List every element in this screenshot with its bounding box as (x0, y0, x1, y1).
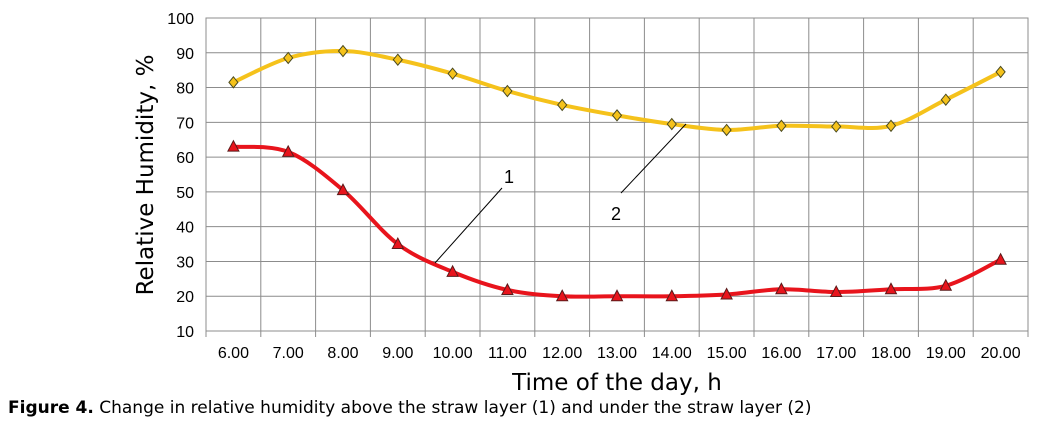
figure-caption: Figure 4. Change in relative humidity ab… (8, 398, 812, 418)
series-2-point (611, 109, 623, 122)
x-tick-label: 7.00 (273, 345, 304, 362)
y-tick-label: 60 (176, 150, 194, 167)
y-tick-label: 70 (176, 115, 194, 132)
series-1-point (446, 264, 459, 277)
x-tick-label: 18.00 (871, 345, 911, 362)
x-tick-label: 14.00 (652, 345, 692, 362)
callout-label-2: 2 (611, 204, 621, 224)
x-tick-label: 10.00 (433, 345, 473, 362)
y-axis-ticks: 10 20 30 40 50 60 70 80 90 100 (167, 11, 194, 341)
series-1-point (884, 282, 898, 295)
series-2-point (666, 117, 677, 131)
callout-leader-2 (620, 123, 687, 194)
y-tick-label: 40 (176, 220, 194, 237)
series-1-point (829, 284, 843, 298)
x-tick-label: 20.00 (981, 345, 1021, 362)
series-2-point (337, 44, 349, 58)
chart-series (227, 44, 1007, 302)
y-tick-label: 50 (176, 185, 194, 202)
series-1-point (610, 289, 624, 302)
series-2-point (831, 120, 842, 133)
x-tick-label: 16.00 (761, 345, 801, 362)
x-tick-label: 17.00 (816, 345, 856, 362)
x-tick-label: 15.00 (707, 345, 747, 362)
y-axis-title: Relative Humidity, % (133, 55, 159, 296)
series-1-point (227, 139, 240, 152)
series-1-point (336, 183, 350, 196)
series-1-point (720, 287, 733, 300)
series-2-point (885, 119, 897, 133)
series-2-point (721, 123, 732, 137)
callout-leader-1 (434, 187, 503, 264)
y-tick-label: 20 (176, 289, 194, 306)
figure-caption-prefix: Figure 4. (8, 398, 94, 418)
y-tick-label: 30 (176, 254, 194, 271)
series-1-point (391, 236, 405, 250)
x-tick-label: 12.00 (542, 345, 582, 362)
series-2-point (502, 84, 513, 98)
y-tick-label: 100 (167, 11, 194, 28)
callout-label-1: 1 (504, 167, 514, 187)
series-1-point (939, 278, 953, 291)
x-tick-label: 6.00 (218, 345, 249, 362)
x-tick-label: 9.00 (382, 345, 413, 362)
x-axis-ticks: 6.00 7.00 8.00 9.00 10.00 11.00 12.00 13.00 14.0… (218, 345, 1021, 362)
series-2-point (995, 65, 1006, 79)
series-1-point (281, 144, 295, 157)
y-tick-label: 80 (176, 81, 194, 98)
series-2-point (447, 67, 458, 80)
series-1-point (555, 289, 569, 302)
plot-area-border (205, 17, 1029, 332)
y-tick-label: 90 (176, 46, 194, 63)
figure-caption-text: Change in relative humidity above the st… (99, 398, 812, 418)
x-axis-title: Time of the day, h (511, 370, 722, 396)
x-tick-label: 13.00 (597, 345, 637, 362)
x-tick-label: 11.00 (488, 345, 527, 362)
series-1-point (994, 252, 1007, 265)
x-tick-label: 19.00 (926, 345, 966, 362)
series-2-point (940, 93, 951, 107)
series-2-point (776, 119, 787, 133)
series-callouts: 12 (434, 123, 687, 264)
series-1-point (775, 282, 788, 295)
series-2-point (557, 98, 568, 112)
y-tick-label: 10 (176, 324, 194, 341)
series-1-point (665, 289, 679, 302)
series-2-point (392, 53, 403, 67)
series-1-point (501, 282, 514, 295)
series-2-point (228, 76, 239, 89)
series-2-point (283, 51, 294, 65)
x-tick-label: 8.00 (327, 345, 358, 362)
humidity-line-chart: 10 20 30 40 50 60 70 80 90 100 6.00 7.00 8.00 9.00 10… (133, 11, 1029, 396)
